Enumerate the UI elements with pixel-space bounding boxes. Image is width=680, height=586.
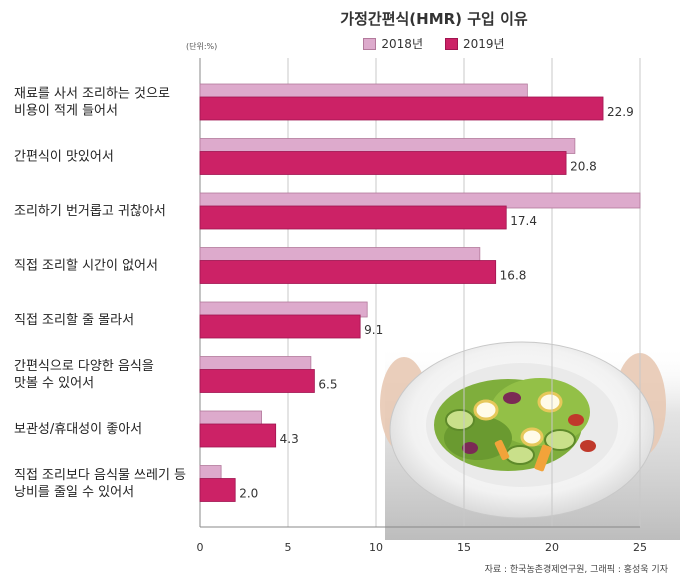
category-label: 재료를 사서 조리하는 것으로 — [14, 87, 170, 102]
x-tick-label: 25 — [633, 541, 647, 554]
bar-2019 — [199, 369, 315, 393]
category-label: 직접 조리할 줄 몰라서 — [14, 313, 134, 328]
x-tick-label: 10 — [369, 541, 383, 554]
bar-2019 — [199, 151, 567, 175]
value-label: 4.3 — [280, 432, 299, 446]
value-label: 9.1 — [364, 323, 383, 337]
x-tick-label: 20 — [545, 541, 559, 554]
legend-item-2018: 2018년 — [363, 35, 423, 52]
category-label: 직접 조리할 시간이 없어서 — [14, 259, 158, 274]
legend-label-2019: 2019년 — [463, 37, 505, 51]
x-tick-label: 15 — [457, 541, 471, 554]
category-label: 보관성/휴대성이 좋아서 — [14, 422, 142, 437]
x-tick-label: 0 — [197, 541, 204, 554]
legend-swatch-2018 — [363, 37, 377, 50]
value-label: 17.4 — [510, 214, 537, 228]
bar-2019 — [199, 96, 604, 121]
gridlines — [199, 58, 641, 527]
legend-swatch-2019 — [445, 37, 458, 50]
value-label: 20.8 — [570, 160, 597, 174]
legend: 2018년 2019년 — [0, 35, 680, 52]
bar-2019 — [199, 314, 361, 339]
bar-2019 — [199, 478, 236, 502]
legend-item-2019: 2019년 — [445, 35, 505, 52]
category-label: 조리하기 번거롭고 귀찮아서 — [14, 204, 166, 219]
category-label: 간편식이 맛있어서 — [14, 150, 114, 165]
x-tick-labels: 0 5 10 15 20 25 — [197, 541, 648, 554]
bar-2019 — [199, 205, 507, 230]
value-label: 2.0 — [239, 487, 258, 501]
legend-label-2018: 2018년 — [381, 37, 423, 51]
value-label: 6.5 — [318, 378, 337, 392]
salad-plate-photo — [380, 341, 680, 540]
bar-2019 — [199, 260, 497, 284]
bar-2019 — [199, 423, 277, 448]
chart-title: 가정간편식(HMR) 구입 이유 — [340, 10, 528, 28]
value-label: 16.8 — [500, 269, 527, 283]
source-note: 자료 : 한국농촌경제연구원, 그래픽 : 홍성욱 기자 — [484, 565, 668, 575]
category-label: 직접 조리보다 음식물 쓰레기 등 — [14, 468, 186, 483]
category-label: 맛볼 수 있어서 — [14, 376, 94, 391]
unit-label: (단위:%) — [186, 42, 218, 51]
category-label: 비용이 적게 들어서 — [14, 104, 118, 119]
category-label: 간편식으로 다양한 음식을 — [14, 359, 154, 374]
value-label: 22.9 — [607, 105, 634, 119]
category-label: 낭비를 줄일 수 있어서 — [14, 485, 134, 500]
bars: 22.9 20.8 17.4 16.8 9.1 6.5 4.3 2.0 — [199, 83, 641, 502]
x-tick-label: 5 — [285, 541, 292, 554]
